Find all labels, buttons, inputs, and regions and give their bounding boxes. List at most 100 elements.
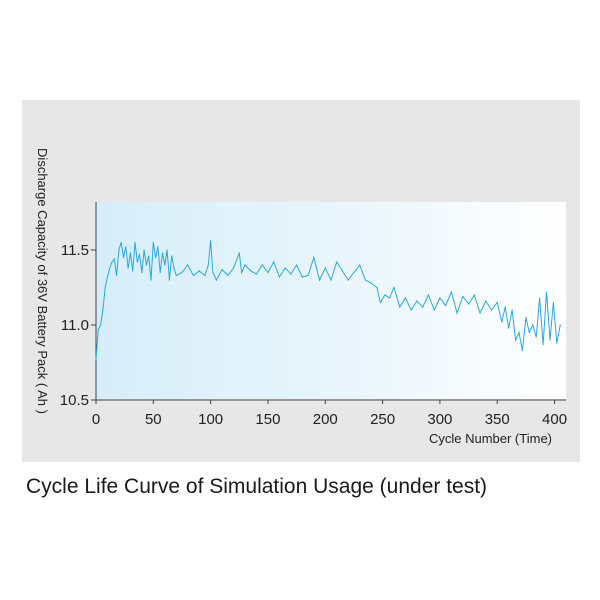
data-point <box>532 324 534 326</box>
data-point <box>116 274 118 277</box>
data-point <box>232 267 235 269</box>
data-point <box>155 256 157 259</box>
data-point <box>250 270 252 272</box>
data-point <box>559 324 561 326</box>
data-point <box>473 294 475 296</box>
data-point-group <box>95 240 561 361</box>
data-point <box>379 301 381 304</box>
data-point <box>384 294 386 296</box>
data-point <box>120 241 122 244</box>
data-point <box>359 264 361 266</box>
data-point <box>134 241 136 244</box>
data-point <box>307 274 309 277</box>
x-tick-group: 0 50 100 150 200 250 300 350 400 <box>92 400 567 428</box>
data-point <box>181 271 183 274</box>
data-point <box>433 309 435 311</box>
data-point <box>549 339 551 341</box>
x-tick-label: 300 <box>427 411 452 428</box>
data-point <box>148 255 150 257</box>
data-point <box>136 261 138 263</box>
x-tick-label: 400 <box>542 411 567 428</box>
x-axis-label: Cycle Number (Time) <box>429 431 552 446</box>
y-axis-label: Discharge Capacity of 36V Battery Pack (… <box>35 148 50 414</box>
data-point <box>439 297 441 299</box>
data-point <box>462 295 464 298</box>
data-point <box>504 306 506 308</box>
data-point <box>427 294 430 296</box>
data-point <box>556 342 558 344</box>
data-point <box>157 246 159 248</box>
data-point <box>129 252 131 254</box>
y-tick-label: 11.5 <box>61 242 89 259</box>
data-point <box>370 282 372 284</box>
x-tick-label: 350 <box>485 411 510 428</box>
data-point <box>113 258 115 260</box>
data-point <box>267 271 269 274</box>
x-tick-label: 50 <box>145 411 162 428</box>
data-point <box>535 336 537 338</box>
data-point <box>141 271 143 274</box>
data-point <box>393 286 395 289</box>
data-point <box>122 256 125 259</box>
data-point <box>95 358 97 361</box>
y-tick-label: 10.5 <box>60 392 89 409</box>
data-point <box>518 331 520 334</box>
data-point <box>215 279 217 281</box>
data-point <box>244 264 246 266</box>
x-tick-label: 200 <box>313 411 338 428</box>
data-point <box>542 343 544 346</box>
data-point <box>552 301 554 304</box>
data-point <box>255 273 258 275</box>
data-point <box>106 276 109 278</box>
data-point <box>97 328 99 331</box>
data-point <box>353 271 355 274</box>
data-point <box>479 312 481 314</box>
data-point <box>318 279 321 281</box>
data-point <box>525 316 527 319</box>
data-point <box>388 297 391 299</box>
data-point <box>508 327 510 329</box>
data-point <box>364 279 366 281</box>
data-point <box>445 304 447 307</box>
data-point <box>173 267 175 269</box>
data-point <box>240 271 243 274</box>
data-point <box>501 321 503 323</box>
data-point <box>410 309 412 311</box>
data-point <box>221 268 223 271</box>
data-point <box>450 291 452 293</box>
data-point <box>187 264 189 266</box>
data-point <box>138 253 141 256</box>
data-point <box>238 252 240 254</box>
data-point <box>102 309 104 311</box>
data-point <box>143 249 145 251</box>
data-point <box>273 261 275 263</box>
data-point <box>330 279 332 281</box>
data-point <box>284 267 286 269</box>
data-point <box>490 309 493 311</box>
data-point <box>511 309 513 311</box>
data-point <box>313 256 315 259</box>
data-point <box>376 286 378 289</box>
data-point <box>125 246 127 248</box>
data-point <box>168 279 170 281</box>
data-point <box>159 271 161 274</box>
data-point <box>127 267 129 269</box>
data-point <box>198 270 200 272</box>
data-point <box>207 264 209 266</box>
chart-caption: Cycle Life Curve of Simulation Usage (un… <box>26 475 487 498</box>
data-point <box>204 274 206 277</box>
x-tick-label: 250 <box>370 411 395 428</box>
data-point <box>404 297 407 299</box>
data-point <box>539 297 541 299</box>
data-point <box>212 271 214 274</box>
data-point <box>347 279 349 281</box>
data-point <box>467 303 470 305</box>
data-point <box>301 276 303 278</box>
data-point <box>150 279 152 281</box>
data-point <box>132 270 134 272</box>
data-point <box>416 300 418 302</box>
data-point <box>104 286 106 289</box>
data-point <box>290 273 292 275</box>
data-point <box>422 306 424 308</box>
